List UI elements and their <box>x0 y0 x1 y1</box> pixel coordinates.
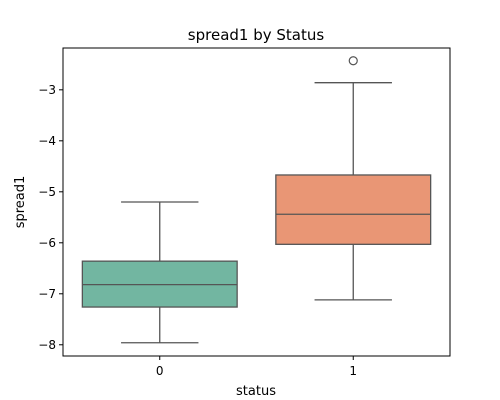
x-tick-label: 0 <box>156 364 164 378</box>
y-tick-label: −4 <box>38 134 56 148</box>
box-iqr <box>275 174 432 245</box>
y-tick-label: −6 <box>38 236 56 250</box>
y-axis-label: spread1 <box>13 176 28 229</box>
x-tick-label: 1 <box>349 364 357 378</box>
chart-title: spread1 by Status <box>188 26 325 44</box>
x-axis-label: status <box>236 384 276 399</box>
y-tick-label: −5 <box>38 185 56 199</box>
y-tick-label: −7 <box>38 287 56 301</box>
outlier-point <box>348 56 358 66</box>
y-tick-label: −3 <box>38 83 56 97</box>
plot-frame <box>62 47 451 357</box>
y-tick-label: −8 <box>38 338 56 352</box>
